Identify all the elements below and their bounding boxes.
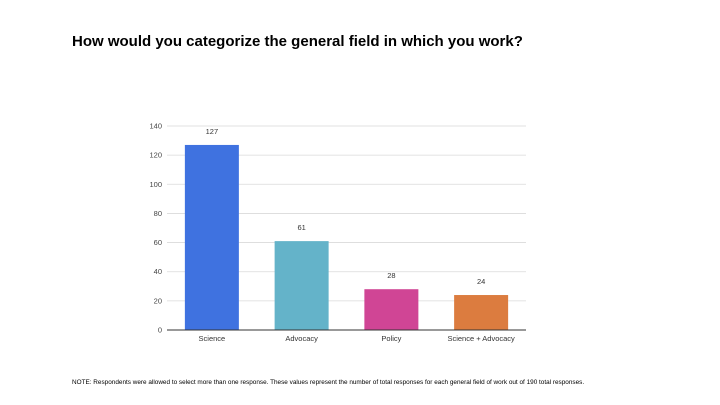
slide-title: How would you categorize the general fie…	[72, 33, 523, 50]
y-tick-label: 80	[154, 209, 162, 218]
data-labels: 127 61 28 24	[206, 127, 486, 286]
data-label: 127	[206, 127, 219, 136]
x-tick-label: Science + Advocacy	[447, 334, 515, 343]
bar-science	[184, 144, 239, 330]
bar-science-advocacy	[454, 295, 509, 330]
data-label: 28	[387, 271, 395, 280]
y-tick-label: 20	[154, 296, 162, 305]
x-axis-labels: Science Advocacy Policy Science + Advocacy	[199, 334, 516, 343]
x-tick-label: Policy	[381, 334, 401, 343]
x-tick-label: Science	[199, 334, 226, 343]
data-label: 61	[297, 223, 305, 232]
y-tick-label: 60	[154, 238, 162, 247]
y-tick-label: 120	[149, 151, 162, 160]
y-tick-label: 100	[149, 180, 162, 189]
bars	[184, 144, 509, 330]
data-label: 24	[477, 277, 485, 286]
bar-advocacy	[274, 241, 329, 330]
footnote: NOTE: Respondents were allowed to select…	[72, 379, 585, 386]
y-tick-label: 0	[158, 326, 162, 335]
bar-policy	[364, 289, 419, 330]
y-axis-ticks: 0 20 40 60 80 100 120 140	[149, 122, 162, 335]
y-tick-label: 40	[154, 267, 162, 276]
x-tick-label: Advocacy	[285, 334, 318, 343]
y-tick-label: 140	[149, 122, 162, 131]
